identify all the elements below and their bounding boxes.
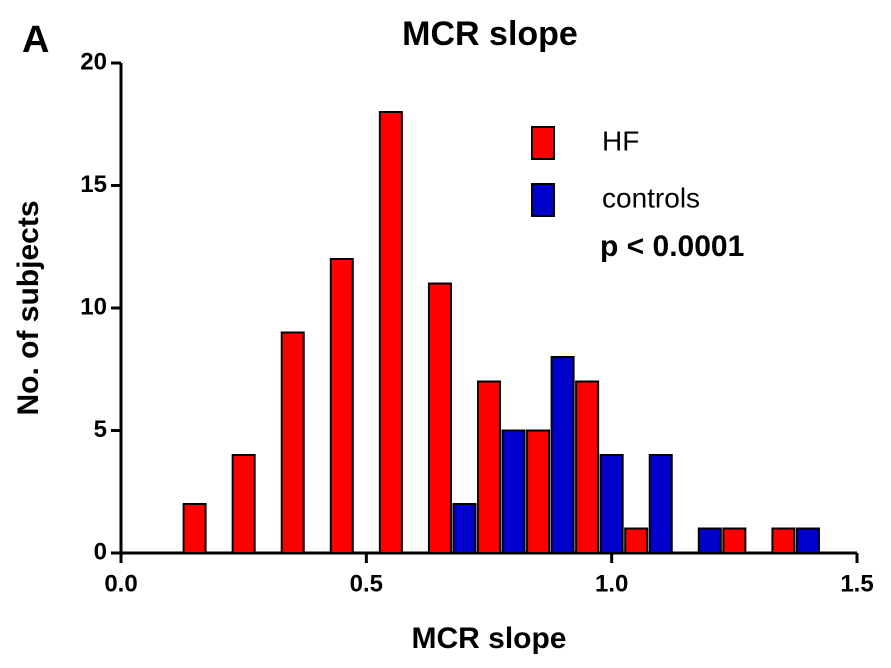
- y-tick-label: 10: [80, 293, 107, 320]
- bar: [329, 258, 354, 554]
- y-axis-label: No. of subjects: [12, 200, 45, 415]
- legend-swatch: [531, 183, 555, 217]
- panel-label: A: [22, 19, 49, 61]
- bar: [182, 503, 207, 554]
- bar: [477, 380, 501, 554]
- bar: [526, 429, 551, 554]
- x-axis-label: MCR slope: [411, 622, 566, 655]
- x-tick-label: 1.5: [840, 570, 873, 597]
- legend-swatch: [531, 126, 555, 160]
- bar: [231, 454, 256, 554]
- bar: [452, 503, 477, 554]
- bar: [427, 282, 452, 554]
- bar: [575, 380, 600, 554]
- bar: [697, 527, 722, 554]
- x-tick-label: 1.0: [595, 570, 628, 597]
- bar: [378, 111, 403, 554]
- bar: [280, 331, 305, 554]
- y-tick-label: 15: [80, 171, 107, 198]
- y-tick-label: 5: [94, 416, 107, 443]
- x-tick-label: 0.5: [350, 570, 383, 597]
- bar: [648, 454, 673, 554]
- legend-label: HF: [602, 125, 639, 156]
- bar: [771, 527, 796, 554]
- bar: [550, 356, 575, 554]
- bar: [599, 454, 624, 554]
- bar: [722, 527, 747, 554]
- bar: [624, 527, 649, 554]
- chart-title: MCR slope: [402, 15, 578, 53]
- y-tick-label: 0: [94, 538, 107, 565]
- annotation: p < 0.0001: [600, 230, 744, 263]
- legend-label: controls: [602, 182, 700, 213]
- bar: [795, 527, 820, 554]
- y-tick-label: 20: [80, 48, 107, 75]
- x-tick-label: 0.0: [104, 570, 137, 597]
- bar: [501, 429, 526, 554]
